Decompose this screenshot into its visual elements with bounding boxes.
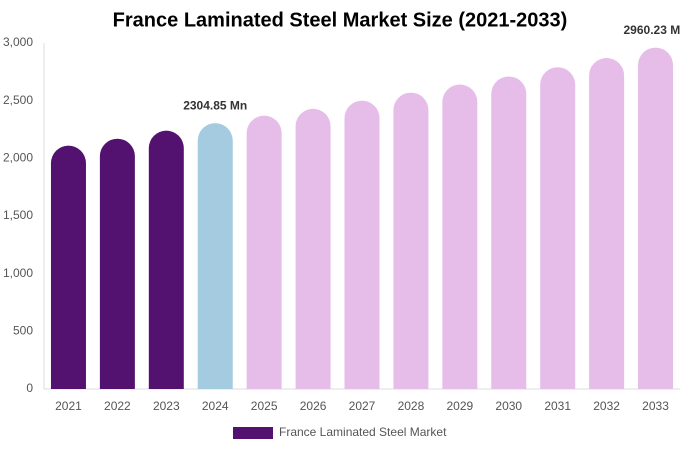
bar <box>50 145 86 389</box>
bar <box>638 47 674 390</box>
value-label: 2960.23 Mn <box>624 23 680 37</box>
y-tick-label: 500 <box>13 324 33 338</box>
x-tick-label: 2029 <box>446 399 473 413</box>
bar <box>344 100 380 390</box>
bar <box>393 92 429 390</box>
legend-swatch <box>233 427 273 439</box>
bar <box>589 57 625 389</box>
x-tick-label: 2027 <box>349 399 376 413</box>
y-tick-label: 2,000 <box>3 151 33 165</box>
x-tick-label: 2021 <box>55 399 82 413</box>
bar <box>491 76 527 390</box>
x-tick-label: 2026 <box>300 399 327 413</box>
value-label: 2304.85 Mn <box>183 98 247 112</box>
x-tick-label: 2030 <box>495 399 522 413</box>
x-tick-label: 2031 <box>544 399 571 413</box>
x-tick-label: 2022 <box>104 399 131 413</box>
x-tick-label: 2032 <box>593 399 620 413</box>
bar <box>295 108 331 390</box>
x-tick-label: 2033 <box>642 399 669 413</box>
chart-title: France Laminated Steel Market Size (2021… <box>113 9 568 31</box>
bar <box>540 67 576 389</box>
y-tick-label: 1,500 <box>3 208 33 222</box>
y-tick-label: 2,500 <box>3 93 33 107</box>
bar <box>197 123 233 390</box>
bar <box>442 84 478 390</box>
x-tick-label: 2024 <box>202 399 229 413</box>
bar <box>148 130 184 390</box>
y-tick-label: 1,000 <box>3 266 33 280</box>
legend-label: France Laminated Steel Market <box>279 425 447 439</box>
bar <box>99 138 135 389</box>
x-tick-label: 2023 <box>153 399 180 413</box>
x-tick-label: 2028 <box>398 399 425 413</box>
x-tick-label: 2025 <box>251 399 278 413</box>
y-tick-label: 3,000 <box>3 35 33 49</box>
y-tick-label: 0 <box>26 381 33 395</box>
bar <box>246 115 282 389</box>
